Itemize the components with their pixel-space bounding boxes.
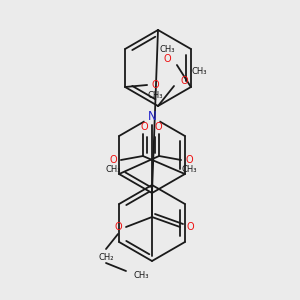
Text: O: O: [185, 155, 193, 165]
Text: O: O: [114, 222, 122, 232]
Text: CH₃: CH₃: [192, 67, 208, 76]
Text: O: O: [154, 122, 162, 132]
Text: CH₃: CH₃: [147, 91, 163, 100]
Text: CH₂: CH₂: [98, 253, 114, 262]
Text: CH₃: CH₃: [134, 272, 149, 280]
Circle shape: [144, 109, 160, 125]
Text: O: O: [180, 76, 188, 86]
Text: O: O: [163, 54, 171, 64]
Text: O: O: [140, 122, 148, 132]
Text: N: N: [148, 110, 156, 124]
Text: CH₃: CH₃: [105, 166, 121, 175]
Text: O: O: [109, 155, 117, 165]
Text: O: O: [186, 222, 194, 232]
Text: CH₃: CH₃: [181, 166, 197, 175]
Text: CH₃: CH₃: [159, 44, 175, 53]
Text: O: O: [151, 80, 159, 90]
